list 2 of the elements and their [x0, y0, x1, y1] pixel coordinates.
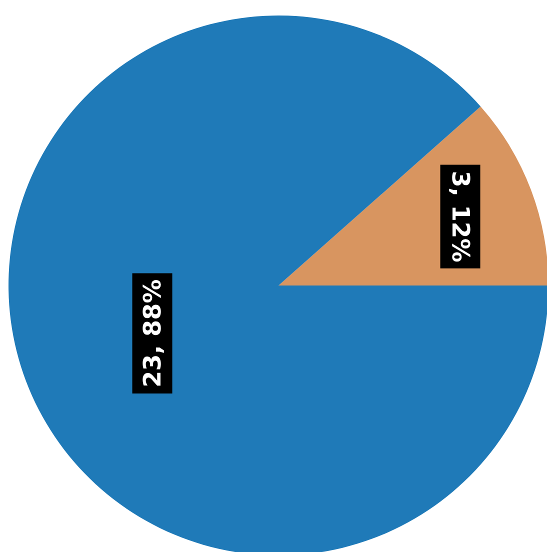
data-label: 23, 88%: [138, 279, 166, 388]
data-label: 3, 12%: [446, 170, 474, 262]
